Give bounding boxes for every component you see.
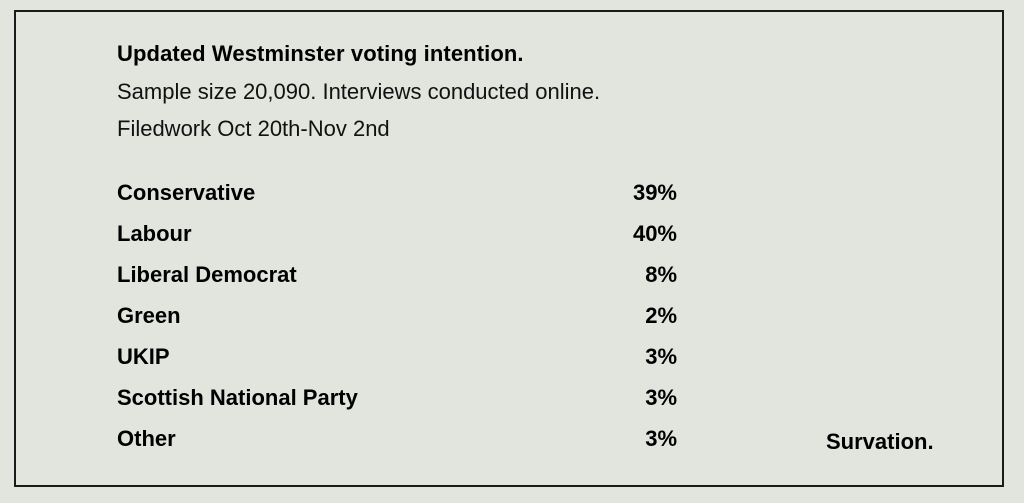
party-name: Green <box>117 303 181 328</box>
result-row-labour: Labour 40% <box>117 221 677 262</box>
party-name: Scottish National Party <box>117 385 358 410</box>
source-credit: Survation. <box>826 429 934 454</box>
party-name: UKIP <box>117 344 170 369</box>
vote-share: 3% <box>645 344 677 369</box>
vote-share: 3% <box>645 385 677 410</box>
vote-share: 8% <box>645 262 677 287</box>
party-name: Liberal Democrat <box>117 262 297 287</box>
result-row-liberal-democrat: Liberal Democrat 8% <box>117 262 677 303</box>
vote-share: 2% <box>645 303 677 328</box>
vote-share: 40% <box>632 221 677 246</box>
result-row-ukip: UKIP 3% <box>117 344 677 385</box>
vote-share: 3% <box>645 426 677 451</box>
poll-card: Updated Westminster voting intention. Sa… <box>14 10 1004 487</box>
sample-size-line: Sample size 20,090. Interviews conducted… <box>117 79 601 104</box>
party-name: Other <box>117 426 176 451</box>
result-row-conservative: Conservative 39% <box>117 180 677 221</box>
result-row-green: Green 2% <box>117 303 677 344</box>
results-table: Conservative 39% Labour 40% Liberal Demo… <box>117 180 677 467</box>
poll-title: Updated Westminster voting intention. <box>117 41 524 66</box>
result-row-other: Other 3% <box>117 426 677 467</box>
party-name: Conservative <box>117 180 256 205</box>
vote-share: 39% <box>632 180 677 205</box>
party-name: Labour <box>117 221 192 246</box>
result-row-snp: Scottish National Party 3% <box>117 385 677 426</box>
fieldwork-line: Filedwork Oct 20th-Nov 2nd <box>117 116 390 141</box>
